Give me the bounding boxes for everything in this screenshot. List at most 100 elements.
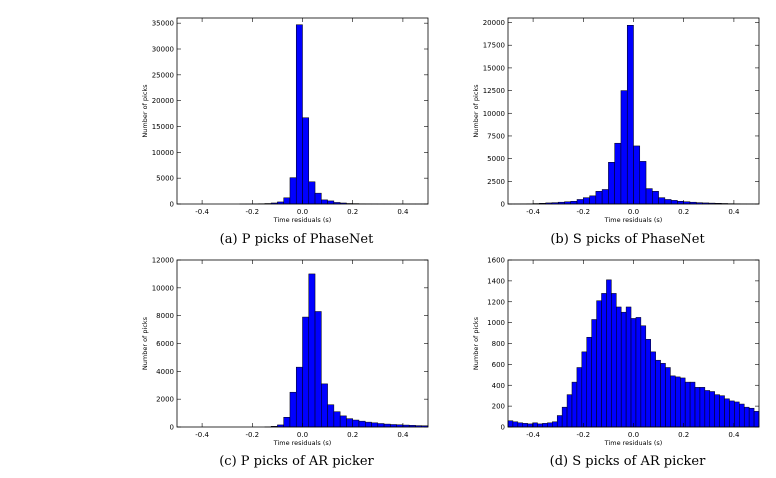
y-tick-label: 17500 bbox=[483, 42, 505, 50]
histogram-bar bbox=[734, 401, 740, 428]
y-tick-label: 30000 bbox=[152, 46, 174, 54]
histogram-bar bbox=[595, 191, 603, 205]
subfigure-caption: (d) S picks of AR picker bbox=[550, 454, 706, 469]
histogram-bar bbox=[333, 411, 341, 428]
histogram-bar bbox=[652, 191, 659, 205]
histogram-bar bbox=[327, 404, 335, 428]
histogram-bar bbox=[327, 200, 335, 205]
histogram-bar bbox=[556, 415, 563, 428]
y-tick-label: 20000 bbox=[483, 19, 505, 27]
y-axis-label: Number of picks bbox=[472, 316, 480, 370]
histogram-bar bbox=[295, 366, 303, 428]
histogram-bar bbox=[346, 418, 353, 428]
x-tick-label: -0.2 bbox=[576, 208, 590, 216]
y-tick-label: 10000 bbox=[152, 284, 174, 292]
histogram-bar bbox=[670, 200, 678, 205]
histogram-bar bbox=[308, 273, 316, 428]
histogram-bar bbox=[601, 189, 609, 205]
histogram-bar bbox=[630, 318, 637, 428]
histogram-bar bbox=[512, 421, 519, 428]
histogram-bar bbox=[576, 367, 583, 428]
y-tick-label: 2000 bbox=[156, 396, 174, 404]
x-tick-label: 0.2 bbox=[678, 431, 689, 439]
y-tick-label: 35000 bbox=[152, 20, 174, 28]
histogram-bar bbox=[352, 419, 360, 428]
histogram-bar bbox=[633, 145, 641, 205]
histogram-bar bbox=[542, 423, 548, 428]
x-axis-label: Time residuals (s) bbox=[604, 439, 663, 447]
histogram-bar bbox=[675, 376, 681, 428]
histogram-bar bbox=[527, 423, 533, 428]
x-tick-label: -0.4 bbox=[526, 431, 540, 439]
histogram-bar bbox=[308, 181, 316, 205]
histogram-bar bbox=[302, 316, 310, 428]
y-tick-label: 15000 bbox=[152, 123, 174, 131]
histogram-bar bbox=[583, 197, 590, 205]
histogram-bar bbox=[620, 90, 628, 205]
histogram-bar bbox=[753, 411, 760, 428]
y-tick-label: 1200 bbox=[487, 298, 505, 306]
histogram-bar bbox=[289, 391, 297, 428]
x-tick-label: 0.4 bbox=[397, 431, 409, 439]
histogram-bar bbox=[719, 395, 725, 428]
y-tick-label: 4000 bbox=[156, 368, 174, 376]
histogram-bar bbox=[640, 325, 647, 428]
y-tick-label: 10000 bbox=[483, 110, 505, 118]
histogram-bar bbox=[606, 279, 612, 428]
x-tick-label: 0.4 bbox=[397, 208, 409, 216]
x-axis-label: Time residuals (s) bbox=[273, 439, 332, 447]
histogram-bar bbox=[537, 423, 543, 428]
histogram-panel-c: -0.4 -0.2 0.0 0.2 0.4 0 2000 4000 6000 8000 10000 1… bbox=[141, 257, 429, 469]
histogram-bar bbox=[645, 339, 651, 428]
y-tick-label: 800 bbox=[492, 340, 505, 348]
histogram-bar bbox=[670, 375, 676, 428]
y-tick-label: 5000 bbox=[156, 175, 174, 183]
histogram-bar bbox=[616, 306, 622, 428]
histogram-bar bbox=[660, 363, 666, 428]
histogram-bar bbox=[699, 387, 706, 428]
histogram-bar bbox=[571, 381, 578, 428]
histogram-bar bbox=[680, 377, 686, 428]
histogram-bar bbox=[608, 162, 615, 205]
histogram-bar bbox=[620, 311, 627, 428]
y-tick-label: 200 bbox=[492, 403, 505, 411]
histogram-bar bbox=[601, 293, 607, 428]
x-tick-label: 0.0 bbox=[628, 431, 639, 439]
histogram-bar bbox=[314, 192, 322, 205]
histogram-bar bbox=[289, 177, 297, 205]
histogram-bar bbox=[665, 367, 671, 428]
histogram-bar bbox=[283, 417, 291, 428]
y-tick-label: 7500 bbox=[487, 132, 505, 140]
y-tick-label: 0 bbox=[501, 424, 505, 432]
x-axis-label: Time residuals (s) bbox=[604, 216, 663, 224]
x-tick-label: 0.0 bbox=[297, 208, 308, 216]
histogram-bar bbox=[321, 383, 328, 428]
subfigure-caption: (a) P picks of PhaseNet bbox=[220, 232, 374, 247]
histogram-bar bbox=[689, 381, 696, 428]
y-tick-label: 12500 bbox=[483, 87, 505, 95]
histogram-bar bbox=[321, 199, 328, 205]
y-tick-label: 25000 bbox=[152, 71, 174, 79]
y-axis-label: Number of picks bbox=[472, 84, 480, 138]
histogram-bar bbox=[724, 398, 730, 428]
y-axis-label: Number of picks bbox=[141, 84, 149, 138]
x-tick-label: -0.2 bbox=[245, 431, 259, 439]
x-tick-label: -0.4 bbox=[195, 208, 209, 216]
x-tick-label: 0.2 bbox=[347, 208, 358, 216]
y-tick-label: 600 bbox=[492, 361, 505, 369]
histogram-bar bbox=[748, 407, 755, 428]
histogram-bar bbox=[377, 423, 385, 428]
histogram-bar bbox=[295, 24, 303, 205]
histogram-bar bbox=[302, 117, 310, 205]
histogram-bar bbox=[677, 201, 684, 205]
histogram-bar bbox=[365, 421, 372, 428]
histogram-bar bbox=[664, 199, 672, 205]
x-axis-label: Time residuals (s) bbox=[273, 216, 332, 224]
histogram-bar bbox=[586, 336, 592, 428]
subfigure-caption: (c) P picks of AR picker bbox=[219, 454, 374, 469]
x-tick-label: 0.2 bbox=[678, 208, 689, 216]
histogram-bar bbox=[626, 25, 634, 205]
histogram-bar bbox=[704, 390, 711, 428]
histogram-bar bbox=[739, 403, 745, 428]
y-axis-label: Number of picks bbox=[141, 316, 149, 370]
